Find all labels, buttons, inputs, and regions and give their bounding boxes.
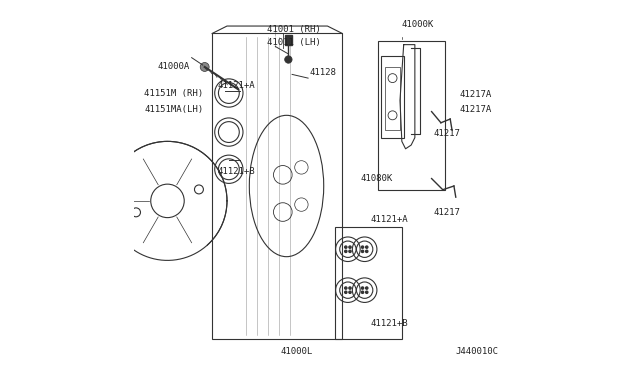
Text: 41217: 41217 xyxy=(433,129,460,138)
Circle shape xyxy=(365,246,368,248)
Text: 41121+B: 41121+B xyxy=(218,167,255,176)
Circle shape xyxy=(200,62,209,71)
Bar xyxy=(385,67,400,130)
Circle shape xyxy=(365,250,368,253)
Bar xyxy=(285,35,292,45)
Text: 41001 (RH): 41001 (RH) xyxy=(267,25,321,34)
Circle shape xyxy=(349,250,351,253)
Text: 41011 (LH): 41011 (LH) xyxy=(267,38,321,47)
Circle shape xyxy=(345,246,347,248)
Circle shape xyxy=(345,291,347,294)
Circle shape xyxy=(365,291,368,294)
Text: J440010C: J440010C xyxy=(456,347,499,356)
Circle shape xyxy=(362,246,364,248)
Text: 41121+A: 41121+A xyxy=(218,81,255,90)
Text: 41121+A: 41121+A xyxy=(371,215,408,224)
Circle shape xyxy=(345,287,347,289)
Circle shape xyxy=(345,250,347,253)
Bar xyxy=(381,56,404,138)
Circle shape xyxy=(362,291,364,294)
Text: 41217A: 41217A xyxy=(460,90,492,99)
Circle shape xyxy=(349,291,351,294)
Circle shape xyxy=(349,246,351,248)
Text: 41000A: 41000A xyxy=(157,62,189,71)
Bar xyxy=(378,41,445,190)
Text: 41000K: 41000K xyxy=(402,20,434,29)
Bar xyxy=(212,33,342,339)
Circle shape xyxy=(349,287,351,289)
Circle shape xyxy=(362,250,364,253)
Text: 41080K: 41080K xyxy=(360,174,393,183)
Circle shape xyxy=(285,56,292,63)
Text: 41217: 41217 xyxy=(433,208,460,217)
Circle shape xyxy=(365,287,368,289)
Text: 41000L: 41000L xyxy=(281,347,313,356)
Text: 41128: 41128 xyxy=(310,68,337,77)
Circle shape xyxy=(362,287,364,289)
Text: 41121+B: 41121+B xyxy=(371,319,408,328)
Text: 41217A: 41217A xyxy=(460,105,492,114)
Text: 41151MA(LH): 41151MA(LH) xyxy=(144,105,203,114)
Bar xyxy=(335,227,402,339)
Text: 41151M (RH): 41151M (RH) xyxy=(144,89,203,97)
